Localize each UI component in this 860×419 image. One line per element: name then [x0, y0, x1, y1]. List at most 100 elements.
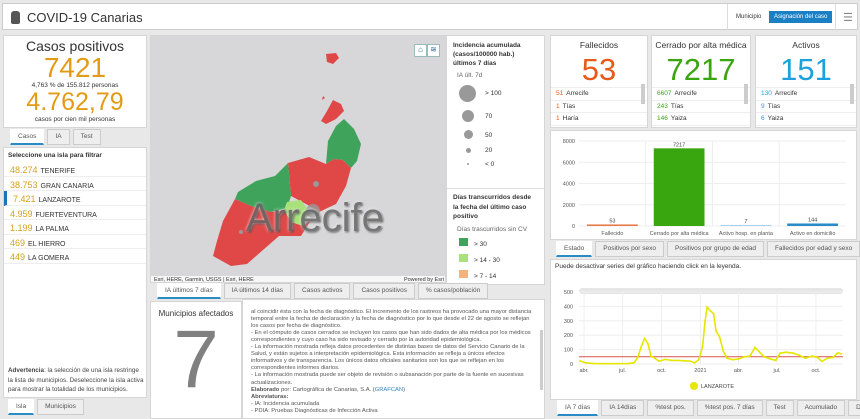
card-scrollbar[interactable] [641, 84, 645, 104]
card-row[interactable]: 1 Haría [551, 112, 647, 125]
y-tick-label: 400 [564, 304, 573, 310]
data-point [820, 360, 823, 363]
bar [720, 224, 772, 226]
card-row[interactable]: 146 Yaiza [652, 112, 750, 125]
isla-item[interactable]: 449 LA GOMERA [4, 249, 146, 264]
isla-item[interactable]: 38.753 GRAN CANARIA [4, 177, 146, 191]
tab-diario[interactable]: Diario [848, 400, 860, 416]
data-point [584, 361, 587, 364]
isla-item[interactable]: 469 EL HIERRO [4, 235, 146, 249]
tab-ia[interactable]: IA [47, 129, 70, 145]
tab-ia-7[interactable]: IA últimos 7 días [157, 283, 221, 299]
app-header: COVID-19 Canarias Municipio Asignación d… [2, 3, 858, 30]
card-row[interactable]: 243 Tías [652, 99, 750, 113]
isla-name: LANZAROTE [38, 197, 81, 204]
layers-icon[interactable]: ≋ [427, 44, 440, 57]
tab-positivos-edad[interactable]: Positivos por grupo de edad [667, 241, 764, 257]
powered-by[interactable]: Powered by Esri [403, 277, 444, 283]
tab-isla[interactable]: Isla [8, 399, 35, 415]
isla-value: 469 [10, 237, 26, 248]
data-point [658, 360, 660, 363]
data-point [593, 362, 596, 365]
grafcan-link[interactable]: GRAFCAN [374, 386, 404, 393]
card-value: 151 [780, 52, 832, 87]
municipio-polygon [326, 119, 361, 168]
map-tabs: IA últimos 7 días IA últimos 14 días Cas… [157, 283, 489, 299]
card-scrollbar[interactable] [744, 84, 748, 104]
card-row-name: San Bartolomé [563, 128, 606, 129]
card-row[interactable]: 0San Bartolomé [551, 124, 647, 129]
data-point [804, 357, 807, 360]
elaborado-close: ) [403, 386, 406, 393]
card-row[interactable]: 130 Arrecife [756, 87, 856, 100]
tab-test[interactable]: Test [765, 400, 794, 416]
data-point [664, 358, 667, 361]
warning-text: : la selección de una isla restringe la … [8, 367, 144, 393]
x-tick-label: oct. [811, 368, 820, 374]
menu-icon[interactable]: ☰ [843, 12, 853, 24]
isla-item-selected[interactable]: 7.421 LANZAROTE [4, 191, 146, 206]
card-row[interactable]: 6 Yaiza [756, 112, 856, 125]
card-row[interactable]: 6607 Arrecife [652, 87, 750, 100]
tab-casos-positivos[interactable]: Casos positivos [353, 283, 416, 299]
card-title: Fallecidos [579, 40, 619, 50]
note-line: - La información mostrada puede ser obje… [251, 372, 524, 386]
tab-casos-activos[interactable]: Casos activos [294, 283, 351, 299]
data-point [689, 360, 692, 363]
bar-value-label: 7217 [673, 142, 685, 148]
card-title: Cerrado por alta médica [655, 40, 747, 50]
tab-positivos-sexo[interactable]: Positivos por sexo [595, 241, 664, 257]
card-row[interactable]: 1 Tías [551, 99, 647, 113]
card-scrollbar[interactable] [850, 84, 854, 104]
card-row[interactable]: 111Teguise [652, 124, 750, 128]
data-point [779, 352, 781, 355]
municipio-polygon [284, 200, 308, 226]
tab-ia-14[interactable]: IA últimos 14 días [223, 283, 292, 299]
casos-total: 7421 [43, 52, 107, 83]
casos-title: Casos positivos [25, 38, 125, 54]
map[interactable]: Arrecife ⌂ ≋ Esri, HERE, Garmin, USGS | … [150, 35, 446, 283]
tab-municipios[interactable]: Municipios [37, 399, 84, 415]
card-1: Cerrado por alta médica 7217 6607 Arrecife… [651, 35, 751, 128]
isla-name: GRAN CANARIA [40, 182, 94, 190]
tab-test[interactable]: Test [72, 129, 101, 145]
bar [653, 148, 705, 226]
home-icon[interactable]: ⌂ [414, 44, 427, 57]
bar-value-label: 7 [744, 219, 747, 225]
elaborado-line: Elaborado por: Cartográfica de Canarias,… [251, 387, 536, 394]
tab-ia-7dias[interactable]: IA 7 días [557, 400, 599, 416]
data-point [726, 357, 728, 360]
municipio-button[interactable]: Municipio [736, 14, 762, 20]
isla-value: 449 [10, 252, 26, 262]
isla-name: TENERIFE [40, 168, 76, 175]
card-row-value: 1 [556, 115, 560, 122]
card-row[interactable]: 4Teguise [756, 124, 856, 128]
isla-item[interactable]: 1.199 LA PALMA [4, 220, 146, 235]
tab-estado[interactable]: Estado [556, 241, 593, 257]
tab-ia-14dias[interactable]: IA 14días [601, 400, 645, 416]
municipio-polygon [271, 210, 311, 236]
data-point [709, 309, 712, 312]
card-row[interactable]: 51 Arrecife [551, 87, 647, 100]
tab-test-pos[interactable]: %test pos. [647, 400, 694, 416]
tab-pct-poblacion[interactable]: % casos/población [418, 283, 489, 299]
islas-tabs: Isla Municipios [8, 399, 84, 415]
y-tick-label: 300 [564, 319, 573, 325]
x-tick-label: Cerrado por alta médica [650, 231, 710, 237]
y-tick-label: 200 [564, 333, 573, 339]
canarias-logo-icon [11, 11, 20, 24]
card-row[interactable]: 9 Tías [756, 99, 856, 113]
x-tick-label: Activo hosp. en planta [719, 231, 774, 237]
tab-acumulado[interactable]: Acumulado [796, 400, 846, 416]
tab-casos[interactable]: Casos [10, 129, 45, 145]
legend-class-label: > 30 [474, 240, 487, 248]
tab-test-pos-7[interactable]: %test pos. 7 días [696, 400, 763, 416]
notes-scrollbar[interactable] [540, 330, 543, 390]
tab-fallecidos-edad-sexo[interactable]: Fallecidos por edad y sexo [766, 241, 860, 257]
card-row-value: 9 [761, 102, 765, 110]
legend-title-ia: Incidencia acumulada (casos/100000 hab.)… [453, 42, 521, 67]
isla-item[interactable]: 4.959 FUERTEVENTURA [4, 206, 146, 220]
casos-panel: Casos positivos 7421 4,763 % de 155.812 … [3, 35, 147, 128]
asignacion-caso-button[interactable]: Asignación del caso [769, 11, 833, 23]
isla-item[interactable]: 48.274 TENERIFE [4, 162, 146, 177]
